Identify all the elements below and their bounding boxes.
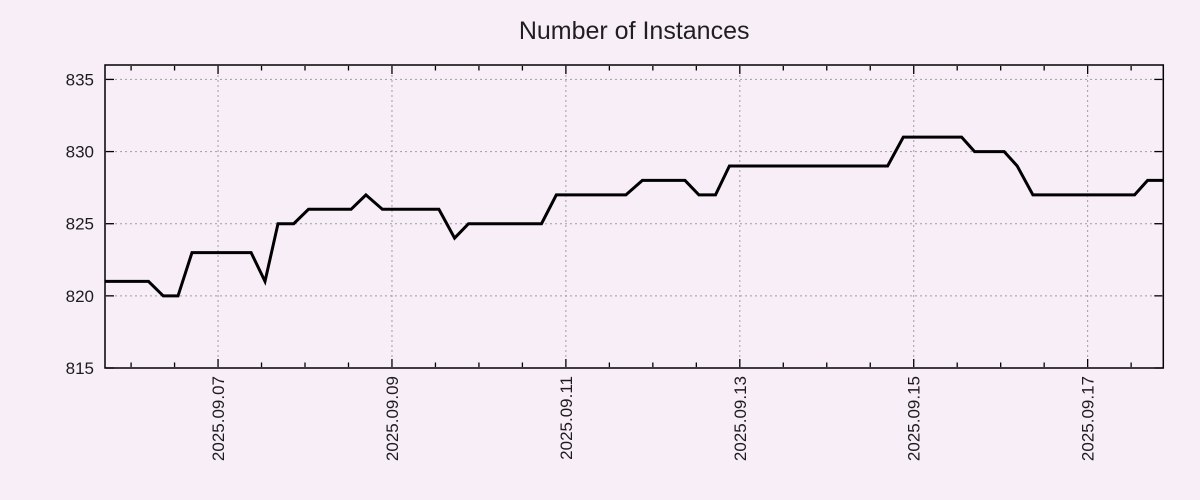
y-tick-label: 825	[66, 215, 94, 234]
x-tick-label: 2025.09.17	[1079, 376, 1098, 461]
grid-layer	[105, 65, 1164, 368]
x-tick-label: 2025.09.15	[905, 376, 924, 461]
y-tick-label: 815	[66, 359, 94, 378]
x-tick-label: 2025.09.07	[209, 376, 228, 461]
x-tick-label: 2025.09.13	[731, 376, 750, 461]
data-line	[105, 135, 1164, 298]
x-tick-label: 2025.09.11	[557, 376, 576, 460]
y-tick-label: 835	[66, 70, 94, 89]
y-tick-label: 830	[66, 143, 94, 162]
x-tick-label: 2025.09.09	[383, 376, 402, 461]
label-layer: 815 820 825 830 835 2025.09.07 2025.09.09 2025.…	[66, 70, 1098, 461]
series-layer	[105, 135, 1164, 298]
tick-layer	[106, 66, 1163, 369]
chart-title: Number of Instances	[519, 17, 750, 45]
y-tick-label: 820	[66, 287, 94, 306]
plot-border	[104, 64, 1165, 369]
